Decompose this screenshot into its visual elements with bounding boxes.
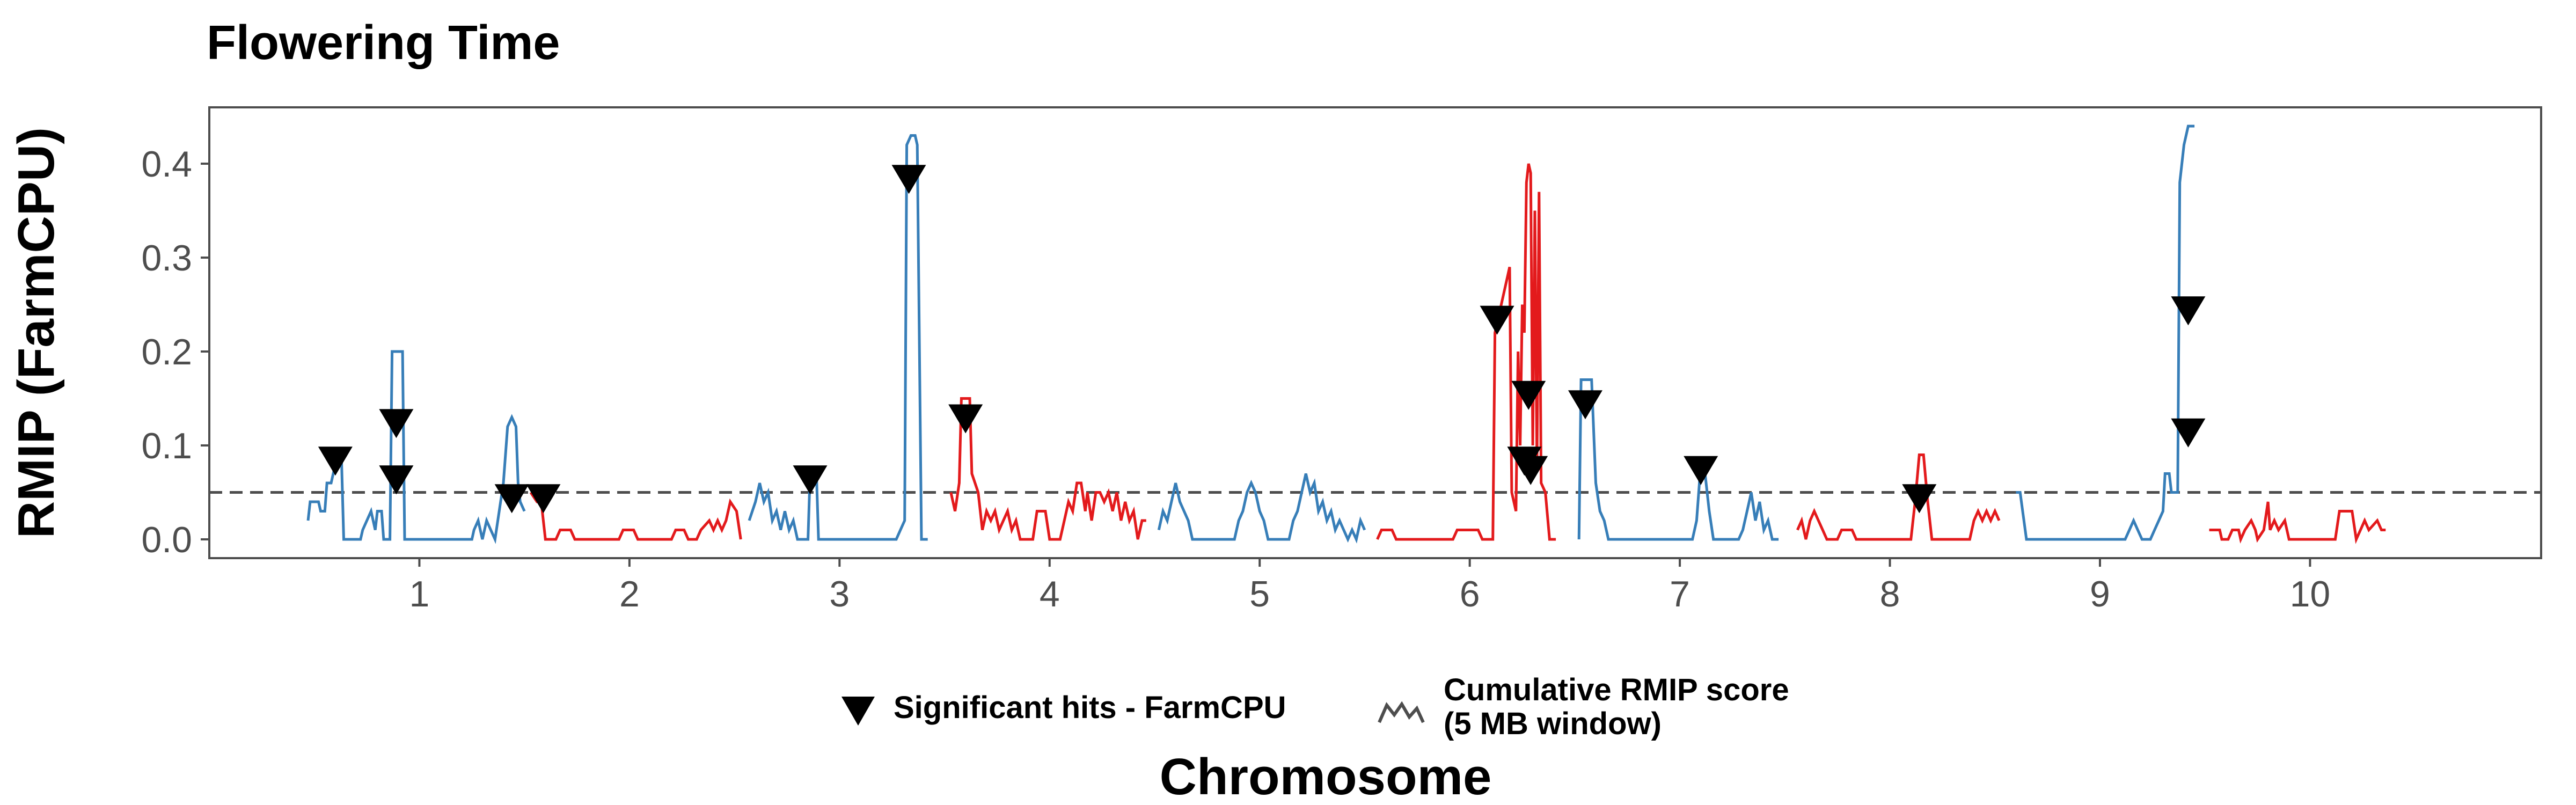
x-tick-label: 10 bbox=[2290, 574, 2331, 614]
rmip-line-chr5 bbox=[1157, 473, 1366, 544]
hit-marker bbox=[526, 484, 561, 514]
hit-marker bbox=[891, 165, 926, 194]
hit-marker bbox=[948, 404, 983, 434]
y-axis-title: RMIP (FarmCPU) bbox=[8, 127, 65, 538]
legend-rmip-label-line2: (5 MB window) bbox=[1444, 706, 1662, 741]
legend-rmip-symbol bbox=[1378, 701, 1425, 723]
hit-marker bbox=[494, 484, 529, 514]
hit-marker bbox=[1513, 456, 1548, 485]
y-tick-label: 0.2 bbox=[141, 332, 192, 372]
x-tick-label: 6 bbox=[1460, 574, 1480, 614]
x-tick-label: 4 bbox=[1040, 574, 1060, 614]
rmip-line-chr3 bbox=[748, 134, 928, 541]
rmip-line-chr4 bbox=[949, 397, 1146, 541]
rmip-line-chr7 bbox=[1577, 378, 1779, 541]
hit-marker bbox=[379, 465, 414, 495]
legend: Significant hits - FarmCPU Cumulative RM… bbox=[841, 672, 1789, 741]
x-tick-label: 3 bbox=[829, 574, 850, 614]
hit-marker bbox=[379, 409, 414, 438]
plot-area: 1 2 3 4 5 6 7 8 9 10 0.0 0.1 0.2 0.3 0.4 bbox=[141, 106, 2542, 614]
x-tick-label: 1 bbox=[409, 574, 430, 614]
panel-border bbox=[208, 106, 2542, 559]
hit-marker bbox=[318, 447, 353, 476]
y-tick-label: 0.4 bbox=[141, 144, 192, 185]
y-tick-label: 0.1 bbox=[141, 426, 192, 466]
hit-marker bbox=[1480, 305, 1514, 335]
x-tick-label: 9 bbox=[2090, 574, 2110, 614]
y-axis: 0.0 0.1 0.2 0.3 0.4 bbox=[141, 144, 209, 560]
x-tick-label: 7 bbox=[1670, 574, 1690, 614]
chart-title: Flowering Time bbox=[207, 16, 560, 70]
hit-marker bbox=[2171, 418, 2206, 448]
y-tick-label: 0.0 bbox=[141, 519, 192, 560]
hit-marker bbox=[2171, 296, 2206, 326]
x-axis-title: Chromosome bbox=[1160, 748, 1492, 805]
hit-marker bbox=[1902, 484, 1937, 514]
hit-marker bbox=[1568, 390, 1602, 420]
rmip-line-chr9 bbox=[2016, 125, 2195, 541]
rmip-line-chr6 bbox=[1376, 163, 1556, 541]
rmip-series-group bbox=[306, 125, 2386, 544]
legend-rmip-label-line1: Cumulative RMIP score bbox=[1444, 672, 1789, 707]
x-tick-label: 5 bbox=[1249, 574, 1270, 614]
hit-marker bbox=[793, 465, 828, 495]
x-tick-label: 8 bbox=[1880, 574, 1900, 614]
legend-hits-symbol bbox=[841, 697, 875, 726]
x-axis: 1 2 3 4 5 6 7 8 9 10 bbox=[409, 558, 2331, 614]
x-tick-label: 2 bbox=[619, 574, 640, 614]
hits-group bbox=[318, 165, 2206, 514]
rmip-line-chr2 bbox=[529, 492, 742, 541]
hit-marker bbox=[1684, 456, 1718, 485]
hit-marker bbox=[1511, 380, 1546, 410]
rmip-line-chr8 bbox=[1796, 453, 2001, 541]
legend-hits-label: Significant hits - FarmCPU bbox=[894, 690, 1286, 725]
rmip-line-chr10 bbox=[2209, 501, 2386, 544]
rmip-line-chr1 bbox=[306, 350, 526, 544]
y-tick-label: 0.3 bbox=[141, 238, 192, 279]
